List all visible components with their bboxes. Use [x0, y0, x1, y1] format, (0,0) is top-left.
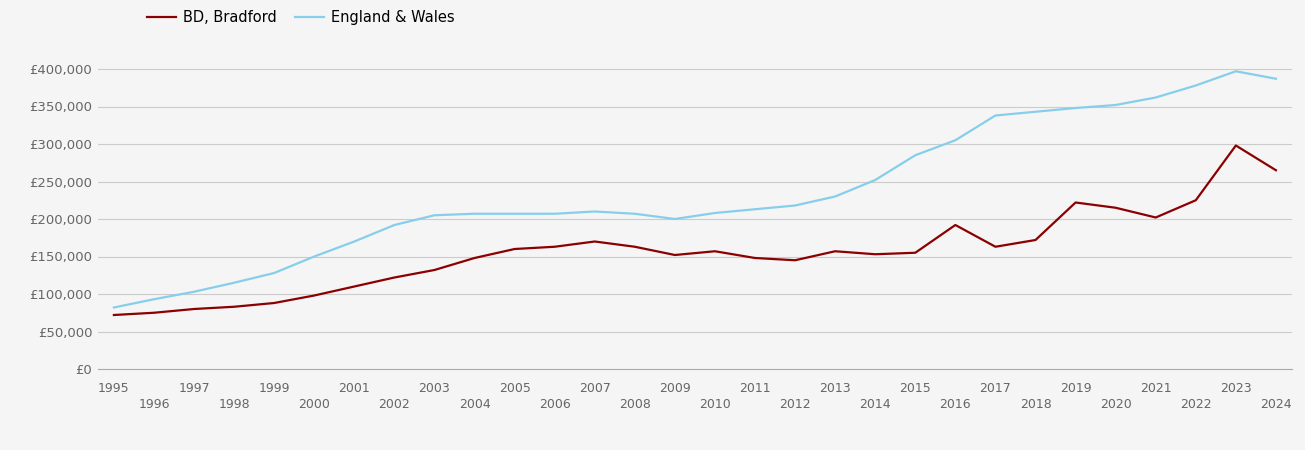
Line: BD, Bradford: BD, Bradford [114, 145, 1276, 315]
Text: 2004: 2004 [458, 398, 491, 411]
BD, Bradford [1268, 167, 1284, 173]
England & Wales [386, 222, 402, 228]
Text: 2021: 2021 [1139, 382, 1172, 395]
England & Wales [1148, 95, 1164, 100]
England & Wales [988, 113, 1004, 118]
BD, Bradford [1148, 215, 1164, 220]
England & Wales [947, 138, 963, 143]
BD, Bradford [187, 306, 202, 312]
England & Wales [1188, 83, 1203, 88]
Text: 2006: 2006 [539, 398, 570, 411]
Text: 2024: 2024 [1261, 398, 1292, 411]
England & Wales [868, 177, 883, 183]
Text: 2019: 2019 [1060, 382, 1091, 395]
England & Wales [1228, 68, 1244, 74]
BD, Bradford [707, 248, 723, 254]
Text: 2010: 2010 [699, 398, 731, 411]
BD, Bradford [988, 244, 1004, 249]
Text: 2013: 2013 [820, 382, 851, 395]
England & Wales [427, 212, 442, 218]
England & Wales [1108, 102, 1124, 108]
England & Wales [748, 207, 763, 212]
BD, Bradford [266, 300, 282, 306]
BD, Bradford [106, 312, 121, 318]
England & Wales [587, 209, 603, 214]
England & Wales [707, 210, 723, 216]
England & Wales [347, 239, 363, 244]
BD, Bradford [467, 255, 483, 261]
England & Wales [146, 297, 162, 302]
Legend: BD, Bradford, England & Wales: BD, Bradford, England & Wales [141, 4, 461, 31]
BD, Bradford [667, 252, 683, 258]
Text: 2020: 2020 [1100, 398, 1131, 411]
BD, Bradford [1188, 198, 1203, 203]
England & Wales [547, 211, 562, 216]
Text: 2003: 2003 [419, 382, 450, 395]
BD, Bradford [947, 222, 963, 228]
BD, Bradford [307, 293, 322, 298]
Text: 2008: 2008 [619, 398, 651, 411]
Text: 2023: 2023 [1220, 382, 1251, 395]
BD, Bradford [427, 267, 442, 273]
England & Wales [187, 289, 202, 294]
Text: 1995: 1995 [98, 382, 129, 395]
England & Wales [106, 305, 121, 310]
England & Wales [307, 254, 322, 259]
England & Wales [827, 194, 843, 199]
England & Wales [1027, 109, 1043, 114]
Text: 1996: 1996 [138, 398, 170, 411]
England & Wales [226, 280, 241, 285]
BD, Bradford [386, 275, 402, 280]
England & Wales [667, 216, 683, 222]
BD, Bradford [907, 250, 923, 256]
Text: 2000: 2000 [299, 398, 330, 411]
England & Wales [626, 211, 642, 216]
BD, Bradford [547, 244, 562, 249]
Text: 2014: 2014 [860, 398, 891, 411]
England & Wales [907, 153, 923, 158]
Text: 2017: 2017 [980, 382, 1011, 395]
Text: 2012: 2012 [779, 398, 810, 411]
England & Wales [266, 270, 282, 276]
BD, Bradford [787, 257, 803, 263]
BD, Bradford [226, 304, 241, 310]
Text: 1999: 1999 [258, 382, 290, 395]
BD, Bradford [868, 252, 883, 257]
BD, Bradford [1228, 143, 1244, 148]
England & Wales [787, 203, 803, 208]
BD, Bradford [347, 284, 363, 289]
Text: 2005: 2005 [499, 382, 531, 395]
Text: 1998: 1998 [218, 398, 251, 411]
BD, Bradford [626, 244, 642, 249]
Text: 2009: 2009 [659, 382, 690, 395]
Text: 2002: 2002 [378, 398, 410, 411]
BD, Bradford [748, 255, 763, 261]
England & Wales [1067, 105, 1083, 111]
BD, Bradford [506, 246, 522, 252]
Text: 2016: 2016 [940, 398, 971, 411]
England & Wales [467, 211, 483, 216]
BD, Bradford [1027, 237, 1043, 243]
England & Wales [506, 211, 522, 216]
Text: 2007: 2007 [579, 382, 611, 395]
BD, Bradford [587, 239, 603, 244]
Text: 2011: 2011 [739, 382, 771, 395]
Line: England & Wales: England & Wales [114, 71, 1276, 307]
England & Wales [1268, 76, 1284, 81]
Text: 2018: 2018 [1019, 398, 1052, 411]
BD, Bradford [827, 248, 843, 254]
BD, Bradford [1108, 205, 1124, 211]
BD, Bradford [146, 310, 162, 315]
Text: 1997: 1997 [179, 382, 210, 395]
Text: 2022: 2022 [1180, 398, 1211, 411]
Text: 2015: 2015 [899, 382, 932, 395]
Text: 2001: 2001 [338, 382, 371, 395]
BD, Bradford [1067, 200, 1083, 205]
